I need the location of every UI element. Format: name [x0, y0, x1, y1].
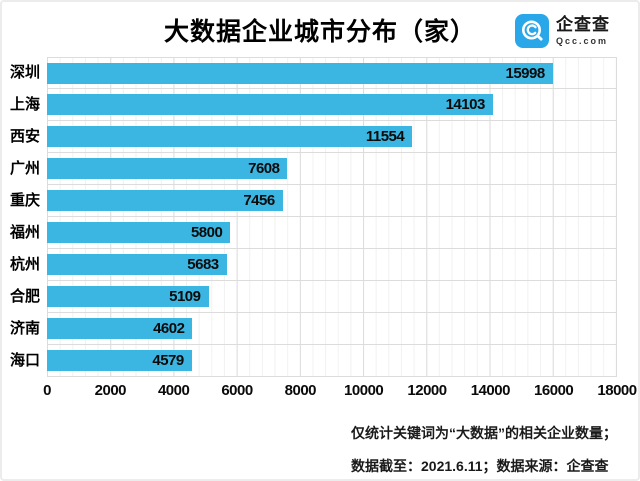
bar-value-label: 7608 [248, 160, 280, 177]
qcc-logo: 企查查 Qcc.com [515, 14, 610, 48]
category-label: 福州 [9, 224, 40, 241]
category-label: 杭州 [9, 256, 40, 273]
x-axis-tick-label: 6000 [221, 382, 253, 399]
chart-header: 大数据企业城市分布（家） 企查查 Qcc.com [2, 2, 638, 55]
category-label: 济南 [9, 320, 40, 337]
x-axis: 0 2000 4000 6000 8000 10000 12000 14000 16000 180… [43, 377, 637, 403]
category-label: 海口 [9, 352, 40, 369]
bar: 4579 [47, 350, 192, 371]
bar: 7456 [47, 190, 283, 211]
bar: 7608 [47, 158, 288, 179]
chart-row: 重庆 7456 [2, 185, 638, 217]
chart-title: 大数据企业城市分布（家） [163, 18, 476, 46]
bar-value-label: 4602 [153, 320, 185, 337]
bar-value-label: 5109 [169, 288, 201, 305]
plot-track: 7456 [47, 185, 617, 217]
bar-rows: 深圳 15998 上海 14103 西安 11554 广州 7608 重庆 7456 福州 5800 杭… [2, 57, 638, 377]
bar-value-label: 14103 [445, 96, 486, 113]
x-axis-tick-label: 18000 [597, 382, 637, 399]
qcc-logo-domain: Qcc.com [556, 36, 609, 46]
category-label: 西安 [9, 128, 40, 145]
plot-track: 7608 [47, 153, 617, 185]
bar: 5109 [47, 286, 209, 307]
chart-row: 上海 14103 [2, 89, 638, 121]
bar: 14103 [47, 94, 493, 115]
footnote: 仅统计关键词为“大数据”的相关企业数量； 数据截至：2021.6.11；数据来源… [2, 417, 638, 479]
plot-track: 14103 [47, 89, 617, 121]
category-label: 深圳 [9, 64, 40, 81]
qcc-logo-icon [515, 14, 549, 48]
bar-value-label: 4579 [152, 352, 184, 369]
qcc-logo-text: 企查查 Qcc.com [556, 16, 610, 46]
bar: 11554 [47, 126, 413, 147]
qcc-logo-name: 企查查 [556, 15, 610, 34]
x-axis-tick-label: 10000 [344, 382, 384, 399]
plot-track: 4579 [47, 345, 617, 377]
footnote-line-2: 数据截至：2021.6.11；数据来源：企查查 [351, 458, 609, 474]
bar: 15998 [47, 63, 553, 84]
chart-row: 广州 7608 [2, 153, 638, 185]
chart-row: 济南 4602 [2, 313, 638, 345]
plot-track: 5800 [47, 217, 617, 249]
chart-row: 西安 11554 [2, 121, 638, 153]
x-axis-tick-label: 0 [43, 382, 51, 399]
bar: 4602 [47, 318, 193, 339]
plot-track: 5109 [47, 281, 617, 313]
footnote-line-1: 仅统计关键词为“大数据”的相关企业数量； [351, 425, 617, 441]
category-label: 重庆 [9, 192, 40, 209]
plot-track: 11554 [47, 121, 617, 153]
bar-value-label: 7456 [243, 192, 275, 209]
bar-value-label: 11554 [365, 128, 405, 145]
x-axis-tick-label: 16000 [534, 382, 574, 399]
bar: 5800 [47, 222, 231, 243]
chart-row: 杭州 5683 [2, 249, 638, 281]
bar-value-label: 5800 [190, 224, 223, 241]
chart-row: 合肥 5109 [2, 281, 638, 313]
chart-row: 海口 4579 [2, 345, 638, 377]
chart-row: 深圳 15998 [2, 57, 638, 89]
x-axis-tick-label: 8000 [284, 382, 317, 399]
x-axis-tick-label: 2000 [94, 382, 127, 399]
x-axis-tick-label: 4000 [157, 382, 190, 399]
category-label: 广州 [9, 160, 40, 177]
chart-row: 福州 5800 [2, 217, 638, 249]
bar-value-label: 15998 [505, 65, 545, 82]
category-label: 上海 [9, 96, 40, 113]
category-label: 合肥 [9, 288, 40, 305]
bar: 5683 [47, 254, 227, 275]
x-axis-tick-label: 12000 [407, 382, 447, 399]
bar-chart: 深圳 15998 上海 14103 西安 11554 广州 7608 重庆 7456 福州 5800 杭… [2, 57, 638, 403]
plot-track: 5683 [47, 249, 617, 281]
x-axis-tick-label: 14000 [470, 382, 511, 399]
plot-track: 4602 [47, 313, 617, 345]
bar-value-label: 5683 [187, 256, 219, 273]
plot-track: 15998 [47, 57, 617, 89]
